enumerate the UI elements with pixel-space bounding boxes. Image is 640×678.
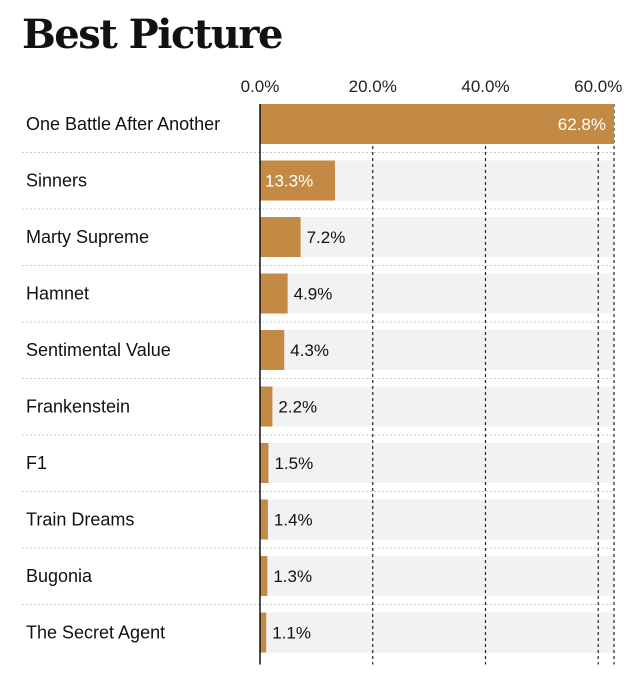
category-label: Bugonia <box>26 566 93 586</box>
x-tick-label: 60.0% <box>574 77 622 96</box>
bar <box>260 499 268 540</box>
bar <box>260 217 301 257</box>
category-label: Hamnet <box>26 284 89 304</box>
bar <box>260 386 273 427</box>
bar-track <box>260 273 614 314</box>
value-label: 4.3% <box>290 341 329 360</box>
bar <box>260 330 285 370</box>
value-label: 1.5% <box>274 454 313 473</box>
category-label: Frankenstein <box>26 397 130 417</box>
bar-track <box>260 499 614 540</box>
bar <box>260 273 288 314</box>
bar <box>260 556 268 596</box>
x-tick-label: 0.0% <box>241 77 280 96</box>
bar-track <box>260 443 614 483</box>
bar <box>260 160 335 201</box>
category-label: F1 <box>26 453 47 473</box>
category-label: Sinners <box>26 171 87 191</box>
bar <box>260 104 614 144</box>
x-tick-label: 20.0% <box>349 77 397 96</box>
x-tick-label: 40.0% <box>461 77 509 96</box>
category-label: One Battle After Another <box>26 114 220 134</box>
value-label: 1.4% <box>274 511 313 530</box>
value-label: 13.3% <box>265 172 313 191</box>
bar-track <box>260 386 614 427</box>
value-label: 62.8% <box>558 115 606 134</box>
value-label: 1.3% <box>273 567 312 586</box>
category-label: Marty Supreme <box>26 227 149 247</box>
bar-track <box>260 556 614 596</box>
bar-track <box>260 330 614 370</box>
bar-track <box>260 612 614 653</box>
chart-title: Best Picture <box>22 11 283 58</box>
value-label: 2.2% <box>278 398 317 417</box>
bar <box>260 443 269 483</box>
bar-track <box>260 217 614 257</box>
category-label: The Secret Agent <box>26 623 165 643</box>
category-label: Train Dreams <box>26 510 134 530</box>
bar <box>260 612 267 653</box>
value-label: 1.1% <box>272 624 311 643</box>
value-label: 7.2% <box>307 228 346 247</box>
value-label: 4.9% <box>294 285 333 304</box>
category-label: Sentimental Value <box>26 340 171 360</box>
